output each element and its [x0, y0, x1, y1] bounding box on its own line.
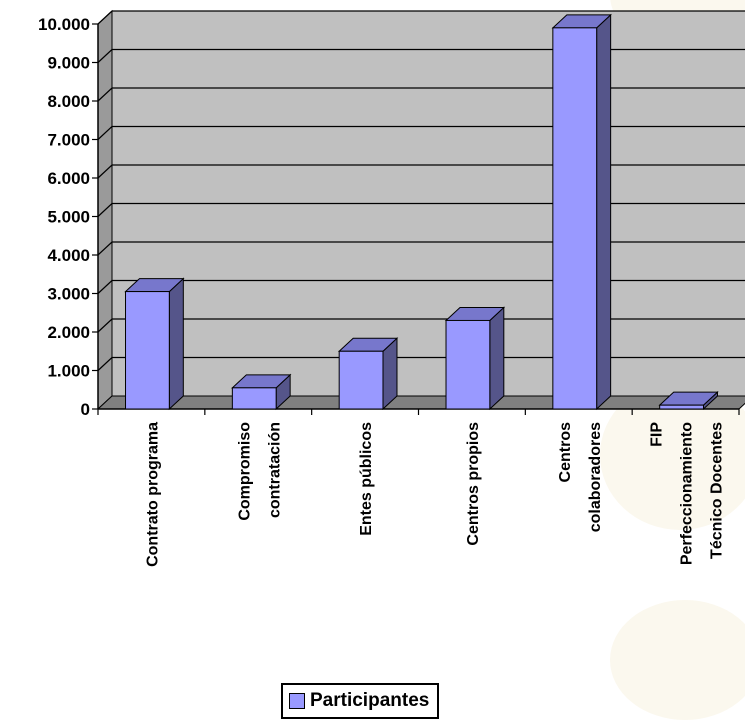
y-tick-label: 1.000 [47, 362, 90, 381]
bar-front [125, 291, 170, 410]
x-category-label: FIP Perfeccionamiento Técnico Docentes [649, 422, 726, 565]
legend-label: Participantes [310, 690, 430, 711]
y-tick-label: 4.000 [47, 246, 90, 265]
x-category-label-line: Entes públicos [358, 422, 375, 536]
gridline [97, 241, 745, 256]
bar [658, 391, 719, 411]
x-category-label-line: colaboradores [587, 422, 604, 532]
bar-side [168, 277, 184, 411]
gridline [97, 164, 745, 179]
bar-side [596, 13, 612, 411]
bar [337, 337, 399, 411]
y-tick-label: 2.000 [47, 323, 90, 342]
x-category-label-line: Compromiso [236, 422, 253, 521]
axes [92, 23, 740, 415]
x-category-label: Contrato programa [144, 422, 161, 567]
x-category-label-line: Centros [557, 422, 574, 483]
bar [444, 306, 506, 411]
bar-front [659, 404, 704, 410]
x-category-label: Centros colaboradores [557, 422, 604, 532]
x-category-label-line: contratación [266, 422, 283, 518]
bar [551, 13, 612, 411]
x-category-label: Compromiso contratación [236, 422, 283, 521]
x-category-label: Entes públicos [358, 422, 375, 536]
gridline [97, 125, 745, 140]
y-tick-label: 8.000 [47, 92, 90, 111]
bar [124, 277, 185, 411]
x-axis-category-labels: Contrato programa Compromiso contratación E… [144, 422, 725, 567]
gridline [97, 87, 745, 102]
x-category-label-line: Técnico Docentes [709, 422, 726, 559]
bar-side [489, 306, 505, 411]
x-category-label-line: Contrato programa [144, 422, 161, 567]
legend-swatch [289, 693, 305, 709]
bar [231, 373, 292, 411]
bar-front [231, 387, 277, 410]
bar-front [338, 350, 384, 410]
y-tick-label: 6.000 [47, 169, 90, 188]
legend: Participantes [281, 683, 440, 719]
gridline [97, 10, 745, 25]
y-tick-label: 9.000 [47, 54, 90, 73]
gridline [97, 279, 745, 294]
bar-front [445, 319, 491, 410]
gridlines [97, 10, 745, 371]
y-tick-label: 10.000 [38, 15, 90, 34]
plot-area [96, 9, 745, 411]
y-tick-label: 3.000 [47, 285, 90, 304]
x-category-label-line: Perfeccionamiento [679, 422, 696, 565]
gridline [97, 48, 745, 63]
plot-floor [96, 395, 745, 410]
x-category-label-line: Centros propios [465, 422, 482, 546]
y-tick-label: 7.000 [47, 131, 90, 150]
gridline [97, 356, 745, 371]
bar-front [552, 27, 598, 410]
bars [124, 13, 719, 411]
x-category-label: Centros propios [465, 422, 482, 546]
y-axis-tick-labels: 0 1.000 2.000 3.000 4.000 5.000 6.000 7.000 8.00… [38, 15, 90, 419]
gridline [97, 202, 745, 217]
y-tick-label: 5.000 [47, 208, 90, 227]
bar-chart: 0 1.000 2.000 3.000 4.000 5.000 6.000 7.000 8.00… [38, 9, 745, 567]
gridline [97, 318, 745, 333]
x-category-label-line: FIP [649, 422, 666, 447]
y-tick-label: 0 [81, 400, 90, 419]
